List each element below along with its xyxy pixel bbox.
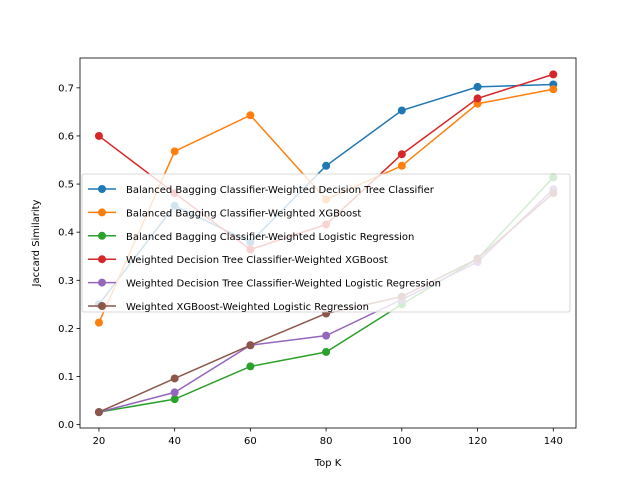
series-2-point-7 bbox=[549, 85, 558, 94]
series-4-point-7 bbox=[549, 70, 558, 79]
x-tick-label-1: 20 bbox=[93, 436, 106, 447]
series-6-point-1 bbox=[94, 408, 103, 417]
legend-marker-5 bbox=[98, 278, 106, 287]
x-tick-label-5: 100 bbox=[392, 436, 411, 447]
series-1-point-5 bbox=[397, 106, 406, 115]
series-3-point-3 bbox=[246, 362, 255, 371]
y-axis-ticks: 0.0 0.1 0.2 0.3 0.4 0.5 0.6 0.7 bbox=[58, 83, 80, 431]
x-tick-label-6: 120 bbox=[468, 436, 487, 447]
legend-label-1: Balanced Bagging Classifier-Weighted Dec… bbox=[126, 185, 435, 196]
legend-label-6: Weighted XGBoost-Weighted Logistic Regre… bbox=[126, 302, 369, 313]
legend-marker-4 bbox=[98, 255, 106, 264]
legend-label-2: Balanced Bagging Classifier-Weighted XGB… bbox=[126, 208, 361, 219]
x-axis-label: Top K bbox=[314, 458, 342, 469]
legend-label-5: Weighted Decision Tree Classifier-Weight… bbox=[126, 279, 441, 290]
y-tick-label-5: 0.4 bbox=[58, 228, 74, 239]
legend-marker-1 bbox=[98, 185, 106, 193]
x-tick-label-7: 140 bbox=[544, 436, 563, 447]
series-2-point-5 bbox=[397, 161, 406, 170]
legend-label-4: Weighted Decision Tree Classifier-Weight… bbox=[126, 255, 388, 266]
x-tick-label-4: 80 bbox=[320, 436, 333, 447]
y-tick-label-4: 0.3 bbox=[58, 276, 74, 287]
series-2-point-1 bbox=[94, 318, 103, 327]
series-1-point-4 bbox=[322, 161, 331, 170]
series-4-point-6 bbox=[473, 94, 482, 103]
legend-marker-3 bbox=[98, 231, 106, 240]
series-5-point-2 bbox=[170, 388, 179, 397]
x-tick-label-2: 40 bbox=[168, 436, 181, 447]
series-4-point-1 bbox=[94, 131, 103, 140]
x-axis-ticks: 20 40 60 80 100 120 140 bbox=[93, 428, 563, 447]
y-tick-label-7: 0.6 bbox=[58, 131, 74, 142]
y-axis-label: Jaccard Similarity bbox=[31, 199, 42, 287]
series-4-point-5 bbox=[397, 150, 406, 159]
y-tick-label-8: 0.7 bbox=[58, 83, 74, 94]
legend: Balanced Bagging Classifier-Weighted Dec… bbox=[81, 173, 571, 313]
series-1-point-6 bbox=[473, 82, 482, 91]
series-3-point-2 bbox=[170, 395, 179, 404]
series-3-point-4 bbox=[322, 347, 331, 356]
y-tick-label-2: 0.1 bbox=[58, 372, 74, 383]
series-2-point-3 bbox=[246, 111, 255, 120]
legend-marker-6 bbox=[98, 302, 106, 310]
legend-label-3: Balanced Bagging Classifier-Weighted Log… bbox=[126, 232, 414, 243]
series-6-point-3 bbox=[246, 341, 255, 350]
series-2-point-2 bbox=[170, 147, 179, 156]
y-tick-label-3: 0.2 bbox=[58, 324, 74, 335]
series-6-point-2 bbox=[170, 374, 179, 383]
y-tick-label-1: 0.0 bbox=[58, 420, 74, 431]
y-tick-label-6: 0.5 bbox=[58, 180, 74, 191]
legend-marker-2 bbox=[98, 208, 106, 217]
plot-frame bbox=[79, 57, 577, 429]
x-tick-label-3: 60 bbox=[244, 436, 257, 447]
series-5-point-4 bbox=[322, 331, 331, 340]
legend-frame bbox=[81, 173, 571, 313]
